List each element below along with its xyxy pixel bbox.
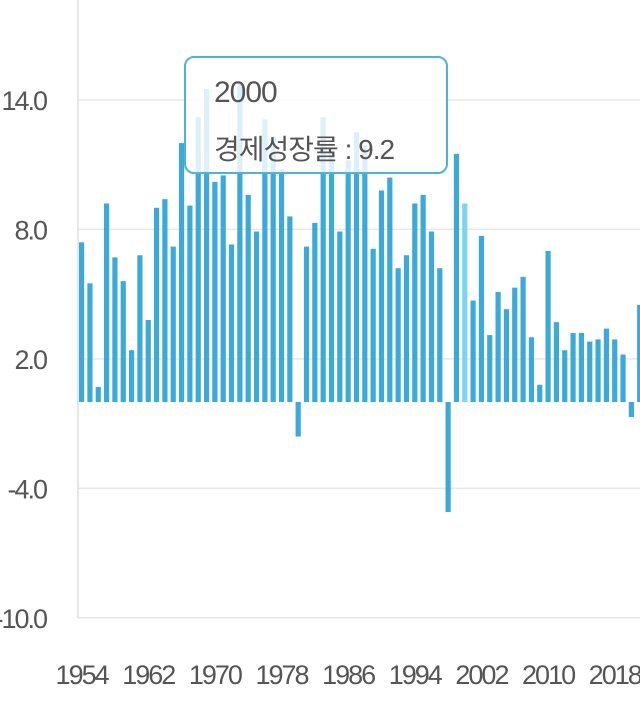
- x-tick-label: 1970: [189, 660, 242, 690]
- bar-1980[interactable]: [295, 402, 301, 437]
- bar-1973[interactable]: [237, 82, 243, 403]
- bar-1976[interactable]: [262, 119, 268, 403]
- bar-1977[interactable]: [270, 136, 276, 402]
- bar-1960[interactable]: [128, 350, 135, 402]
- bar-1967[interactable]: [187, 205, 193, 402]
- bar-1969[interactable]: [203, 89, 210, 402]
- bar-1968[interactable]: [195, 117, 201, 402]
- bar-1974[interactable]: [245, 194, 251, 402]
- bar-1993[interactable]: [403, 255, 410, 402]
- bar-2020[interactable]: [628, 402, 634, 418]
- bar-1975[interactable]: [253, 231, 260, 402]
- bar-series[interactable]: [79, 82, 640, 513]
- bar-2009[interactable]: [537, 384, 543, 402]
- bar-1997[interactable]: [437, 268, 443, 402]
- bar-2015[interactable]: [587, 341, 593, 402]
- y-tick-label: -4.0: [7, 474, 47, 504]
- bar-1979[interactable]: [287, 216, 293, 402]
- bar-2005[interactable]: [503, 309, 510, 402]
- bar-1954[interactable]: [79, 242, 85, 402]
- bar-1966[interactable]: [178, 143, 185, 403]
- bar-2017[interactable]: [603, 328, 609, 402]
- tooltip-series-label: 경제성장률: [214, 134, 339, 165]
- bar-1971[interactable]: [220, 175, 226, 402]
- bar-2016[interactable]: [595, 339, 601, 402]
- bar-2014[interactable]: [578, 332, 584, 402]
- bar-1990[interactable]: [378, 190, 385, 402]
- y-tick-label: 2.0: [14, 345, 47, 375]
- y-tick-label: 8.0: [14, 215, 47, 245]
- x-tick-label: 1978: [255, 660, 308, 690]
- bar-1981[interactable]: [303, 246, 310, 402]
- bar-1984[interactable]: [328, 151, 335, 402]
- y-tick-label: 14.0: [1, 86, 47, 116]
- tooltip-separator: :: [337, 134, 359, 165]
- bar-1985[interactable]: [337, 231, 343, 402]
- bar-2000[interactable]: [462, 203, 468, 402]
- bar-1988[interactable]: [362, 145, 368, 402]
- bar-2003[interactable]: [487, 335, 493, 402]
- x-tick-label: 2002: [455, 660, 508, 690]
- bar-1986[interactable]: [345, 160, 351, 402]
- x-tick-label: 1986: [322, 660, 375, 690]
- bar-2010[interactable]: [545, 250, 551, 402]
- bar-2013[interactable]: [570, 332, 576, 402]
- bar-1962[interactable]: [145, 320, 151, 402]
- bar-1999[interactable]: [453, 153, 460, 402]
- y-tick-label: -10.0: [0, 604, 47, 634]
- bar-2008[interactable]: [528, 337, 535, 402]
- bar-2001[interactable]: [470, 300, 476, 402]
- bar-1983[interactable]: [320, 117, 326, 402]
- tooltip-year: 2000: [214, 76, 278, 109]
- bar-1972[interactable]: [228, 244, 235, 402]
- bar-1970[interactable]: [212, 181, 218, 402]
- x-tick-label: 2018: [589, 660, 640, 690]
- x-tick-label: 1954: [56, 660, 110, 690]
- x-tick-label: 1962: [122, 660, 175, 690]
- bar-1994[interactable]: [412, 203, 418, 402]
- bar-2011[interactable]: [553, 322, 560, 402]
- bar-1982[interactable]: [312, 222, 318, 402]
- bar-1992[interactable]: [395, 268, 401, 402]
- bar-1996[interactable]: [428, 231, 435, 402]
- bar-1978[interactable]: [278, 168, 285, 402]
- bar-1987[interactable]: [353, 132, 360, 402]
- bar-1959[interactable]: [120, 281, 126, 402]
- bar-2019[interactable]: [620, 354, 626, 402]
- bar-2018[interactable]: [612, 339, 618, 402]
- bar-2007[interactable]: [520, 276, 526, 402]
- bar-1963[interactable]: [153, 207, 160, 402]
- bar-1995[interactable]: [420, 194, 426, 402]
- bar-2004[interactable]: [495, 291, 501, 402]
- bar-2002[interactable]: [478, 235, 485, 402]
- bar-1965[interactable]: [170, 246, 176, 402]
- bar-2021[interactable]: [637, 304, 640, 402]
- x-tick-label: 1994: [389, 660, 443, 690]
- x-axis-ticks: 1954 1962 1970 1978 1986 1994 2002 2010 2018: [56, 660, 640, 690]
- bar-1964[interactable]: [162, 199, 168, 402]
- bar-1991[interactable]: [387, 177, 393, 402]
- bar-1957[interactable]: [103, 203, 110, 402]
- tooltip-value: 9.2: [358, 134, 395, 165]
- tooltip-value-line: 경제성장률 : 9.2: [214, 128, 395, 168]
- bar-1958[interactable]: [112, 257, 118, 402]
- y-axis-ticks: 14.0 8.0 2.0 -4.0 -10.0: [0, 86, 49, 634]
- bar-1989[interactable]: [370, 248, 376, 402]
- bar-1961[interactable]: [137, 255, 143, 402]
- bar-2006[interactable]: [512, 287, 518, 402]
- bar-1955[interactable]: [87, 283, 93, 402]
- x-tick-label: 2010: [522, 660, 575, 690]
- tooltip: 2000 경제성장률 : 9.2: [184, 56, 448, 174]
- bar-1998[interactable]: [445, 402, 451, 513]
- bar-2012[interactable]: [562, 350, 568, 402]
- bar-1956[interactable]: [95, 386, 101, 402]
